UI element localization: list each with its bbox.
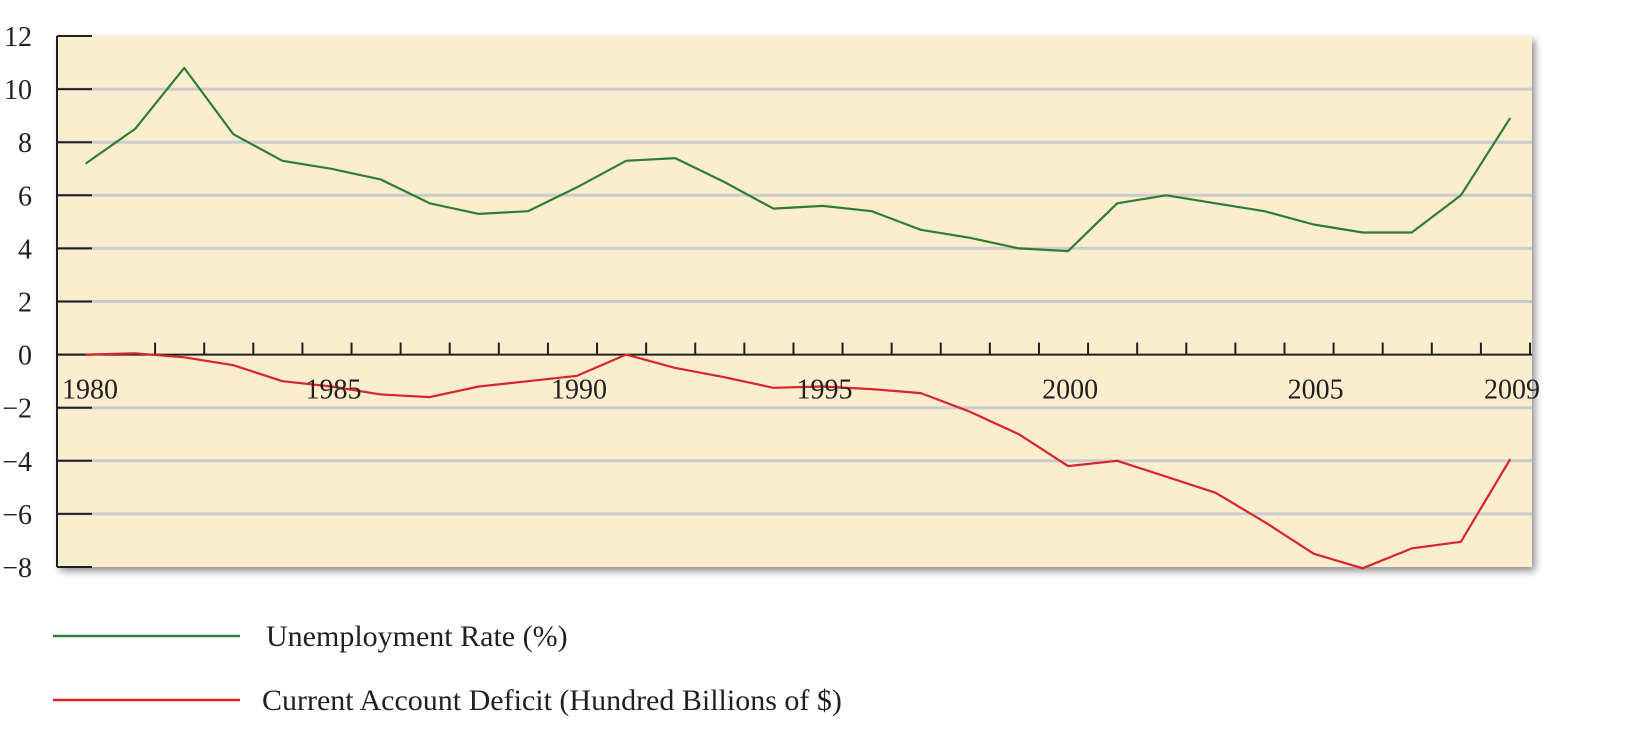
legend-label: Unemployment Rate (%) [266,620,568,653]
data-point [821,385,824,388]
data-point [183,356,186,359]
data-point [576,186,578,189]
data-point [1509,117,1511,120]
data-point [85,353,87,356]
data-point [870,210,873,213]
data-point [969,410,971,413]
data-point [1361,567,1364,570]
y-tick-label: 10 [4,75,32,106]
data-point [330,167,333,170]
data-point [625,159,627,162]
data-point [772,386,775,389]
data-point [232,133,235,136]
data-point [1165,475,1168,478]
data-point [1460,194,1462,197]
y-tick-label: 4 [18,234,32,265]
legend: Unemployment Rate (%) Current Account Def… [53,620,842,717]
data-point [674,157,677,159]
data-point [85,162,87,165]
data-point [379,178,382,181]
data-point [1214,491,1217,494]
data-point [134,128,136,130]
series-lines [85,66,1511,570]
data-point [674,367,677,369]
x-tick-label: 2000 [1042,375,1098,406]
x-tick-label: 1995 [797,375,853,406]
gridlines [57,87,1532,516]
data-point [723,376,726,378]
data-point [1361,231,1364,234]
data-point [478,213,480,215]
data-point [478,385,480,388]
data-point [1312,552,1315,555]
series-line-unemployment [85,66,1511,253]
data-point [576,375,578,377]
x-tick-label: 2005 [1288,375,1344,406]
y-tick-label: −4 [2,447,32,478]
y-tick-label: −8 [2,553,32,584]
data-point [183,67,186,69]
data-point [1410,231,1413,234]
data-point [232,364,235,367]
data-point [281,380,284,382]
data-point [1214,202,1217,205]
y-tick-label: −6 [2,500,32,531]
series-line-current-account [85,352,1511,570]
data-point [821,205,824,207]
y-tick-label: −2 [2,394,32,425]
data-point [1460,540,1462,543]
data-point [1116,202,1118,205]
data-point [428,396,431,398]
data-point [527,380,529,382]
y-tick-label: 8 [18,128,32,159]
data-point [969,236,971,239]
data-point [1312,223,1315,226]
x-tick-label: 2009 [1484,375,1540,406]
x-tick-label: 1985 [306,375,362,406]
data-point [1509,458,1511,461]
x-tick-label: 1980 [62,375,118,406]
y-tick-label: 6 [18,181,32,212]
data-point [134,352,136,355]
data-point [1410,547,1413,550]
y-tick-label: 2 [18,288,32,319]
data-point [1116,460,1118,462]
axes [56,35,1532,568]
data-point [1263,521,1266,523]
data-point [379,393,382,396]
data-point [1018,247,1020,250]
data-point [428,202,431,205]
tick-labels: 12 10 8 6 4 2 0 −2 −4 −6 −8 1980 1985 1990 1995 2000 200… [2,22,1540,584]
data-point [772,207,775,210]
data-point [281,159,284,162]
data-point [330,385,333,388]
data-point [625,353,627,356]
data-point [1018,433,1020,436]
data-point [723,181,726,183]
data-point [919,392,922,394]
legend-label: Current Account Deficit (Hundred Billion… [262,684,842,717]
data-point [870,388,873,390]
data-point [1263,210,1266,213]
data-point [1165,194,1168,197]
data-point [1067,250,1069,252]
y-tick-label: 0 [18,341,32,372]
x-tick-label: 1990 [551,375,607,406]
data-point [1067,465,1069,467]
y-tick-label: 12 [4,22,32,53]
data-point [527,210,529,213]
data-point [919,229,922,231]
